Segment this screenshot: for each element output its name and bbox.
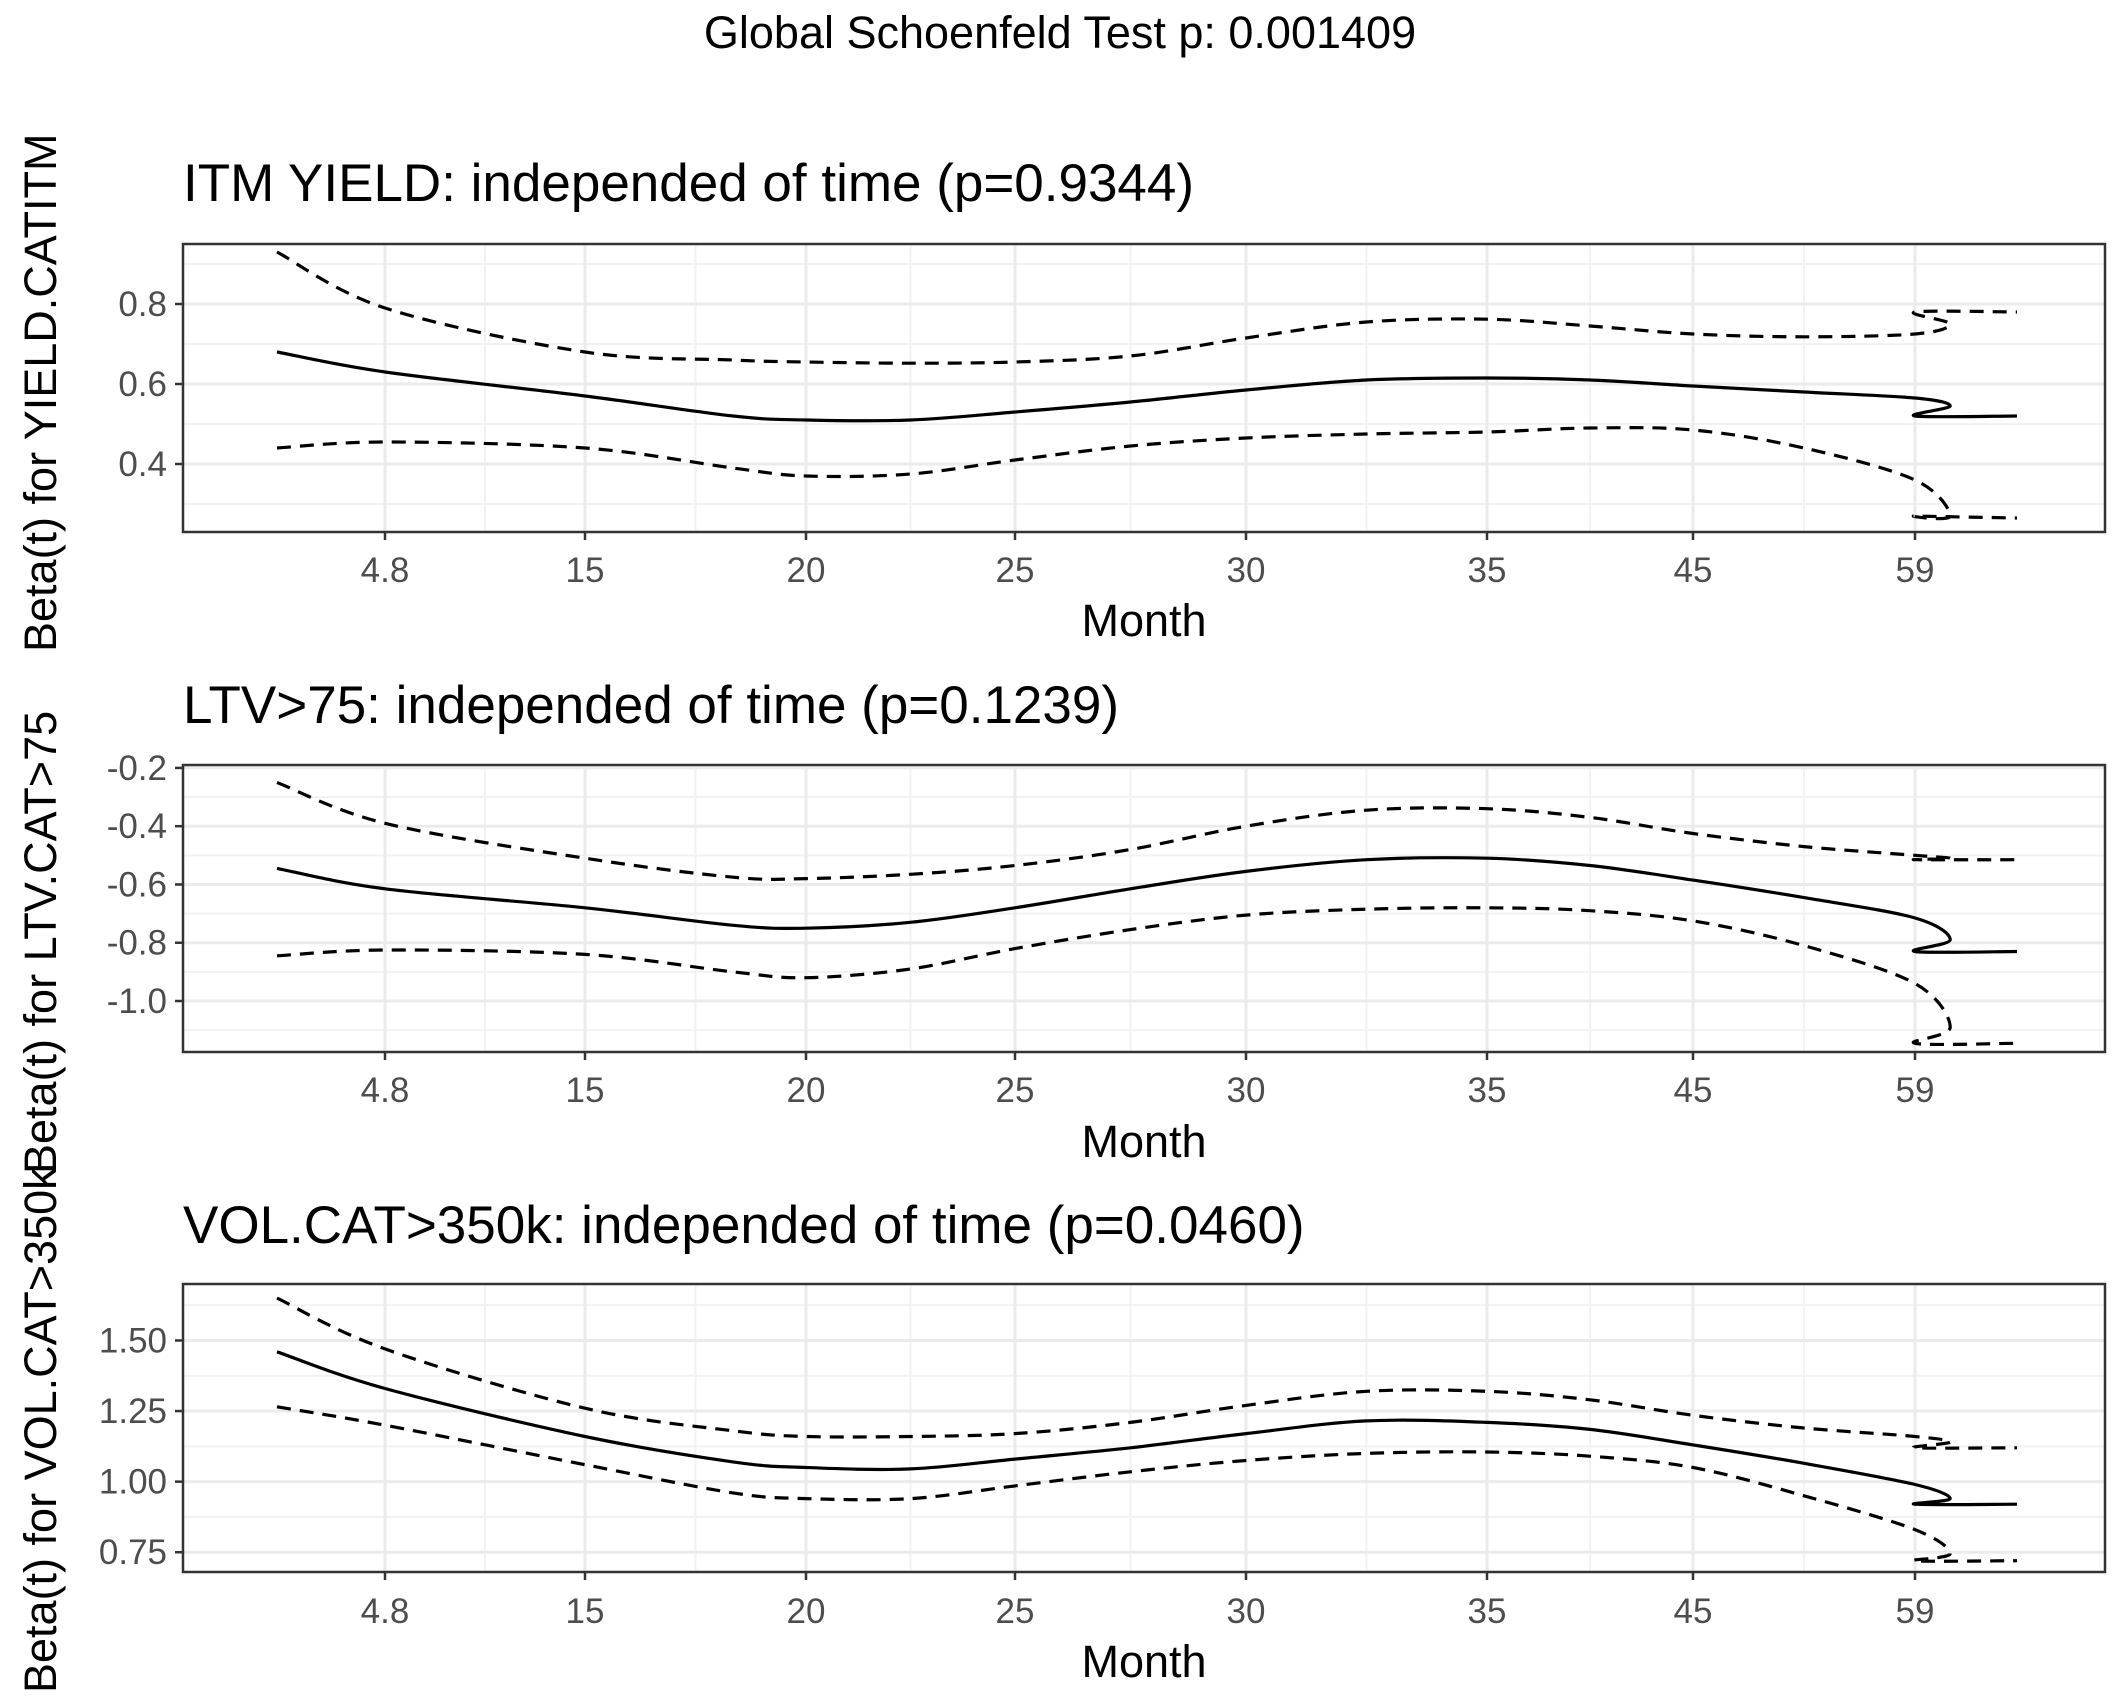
x-tick-label: 25 — [996, 1592, 1035, 1631]
panel-title: LTV>75: independed of time (p=0.1239) — [183, 676, 1119, 735]
confidence-band-line — [276, 1296, 2018, 1450]
x-tick-label: 45 — [1674, 1592, 1713, 1631]
x-tick-label: 15 — [566, 551, 605, 590]
y-axis-label-yield: Beta(t) for YIELD.CATITM — [15, 134, 66, 652]
x-tick-label: 59 — [1896, 1071, 1935, 1110]
y-tick-label: -0.6 — [107, 865, 167, 904]
y-axis-label-ltv: Beta(t) for LTV.CAT>75 — [15, 711, 66, 1174]
x-axis-title: Month — [1081, 1636, 1206, 1687]
y-tick-label: -0.4 — [107, 807, 167, 846]
x-tick-label: 25 — [996, 1071, 1035, 1110]
x-tick-label: 30 — [1227, 1592, 1266, 1631]
plot-background — [183, 765, 2105, 1052]
x-tick-label: 35 — [1468, 551, 1507, 590]
x-tick-label: 35 — [1468, 1592, 1507, 1631]
y-tick-label: 0.8 — [118, 285, 167, 324]
beta-estimate-line — [276, 1350, 2018, 1507]
panel-title: VOL.CAT>350k: independed of time (p=0.04… — [183, 1196, 1305, 1255]
beta-estimate-line — [276, 856, 2018, 954]
y-tick-label: 1.00 — [99, 1463, 167, 1502]
x-tick-label: 4.8 — [361, 1071, 410, 1110]
y-tick-label: 0.4 — [118, 445, 167, 484]
x-tick-label: 4.8 — [361, 551, 410, 590]
x-tick-label: 45 — [1674, 551, 1713, 590]
y-tick-label: 0.6 — [118, 365, 167, 404]
x-tick-label: 15 — [566, 1592, 605, 1631]
panels: ITM YIELD: independed of time (p=0.9344)… — [99, 154, 2107, 1687]
panel-title: ITM YIELD: independed of time (p=0.9344) — [183, 154, 1194, 213]
x-tick-label: 20 — [787, 551, 826, 590]
confidence-band-line — [276, 250, 2018, 365]
x-tick-label: 59 — [1896, 551, 1935, 590]
main-title: Global Schoenfeld Test p: 0.001409 — [704, 7, 1416, 58]
confidence-band-line — [276, 781, 2018, 881]
x-tick-label: 15 — [566, 1071, 605, 1110]
x-axis-title: Month — [1081, 1116, 1206, 1167]
y-tick-label: 1.25 — [99, 1392, 167, 1431]
panel-3: VOL.CAT>350k: independed of time (p=0.04… — [99, 1196, 2107, 1687]
panel-border — [181, 763, 2107, 1054]
x-tick-label: 4.8 — [361, 1592, 410, 1631]
x-axis-title: Month — [1081, 595, 1206, 646]
panel-border — [181, 242, 2107, 534]
y-tick-label: 0.75 — [99, 1533, 167, 1572]
panel-2: LTV>75: independed of time (p=0.1239) -1.… — [107, 676, 2107, 1167]
confidence-band-line — [276, 426, 2018, 521]
confidence-band-line — [276, 906, 2018, 1047]
y-tick-label: -0.2 — [107, 749, 167, 788]
confidence-band-line — [276, 1405, 2018, 1563]
panel-border — [181, 1282, 2107, 1574]
y-tick-label: -0.8 — [107, 924, 167, 963]
x-tick-label: 30 — [1227, 1071, 1266, 1110]
panel-1: ITM YIELD: independed of time (p=0.9344)… — [118, 154, 2107, 646]
y-tick-label: 1.50 — [99, 1321, 167, 1360]
x-tick-label: 35 — [1468, 1071, 1507, 1110]
y-tick-label: -1.0 — [107, 982, 167, 1021]
beta-estimate-line — [276, 350, 2018, 423]
x-tick-label: 59 — [1896, 1592, 1935, 1631]
x-tick-label: 45 — [1674, 1071, 1713, 1110]
x-tick-label: 25 — [996, 551, 1035, 590]
plot-background — [183, 244, 2105, 532]
x-tick-label: 20 — [787, 1592, 826, 1631]
x-tick-label: 20 — [787, 1071, 826, 1110]
shared-y-axis-label: Beta(t) for VOL.CAT>350k Beta(t) for LTV… — [15, 134, 66, 1693]
plot-background — [183, 1284, 2105, 1572]
x-tick-label: 30 — [1227, 551, 1266, 590]
y-axis-label-vol: Beta(t) for VOL.CAT>350k — [15, 1167, 66, 1693]
